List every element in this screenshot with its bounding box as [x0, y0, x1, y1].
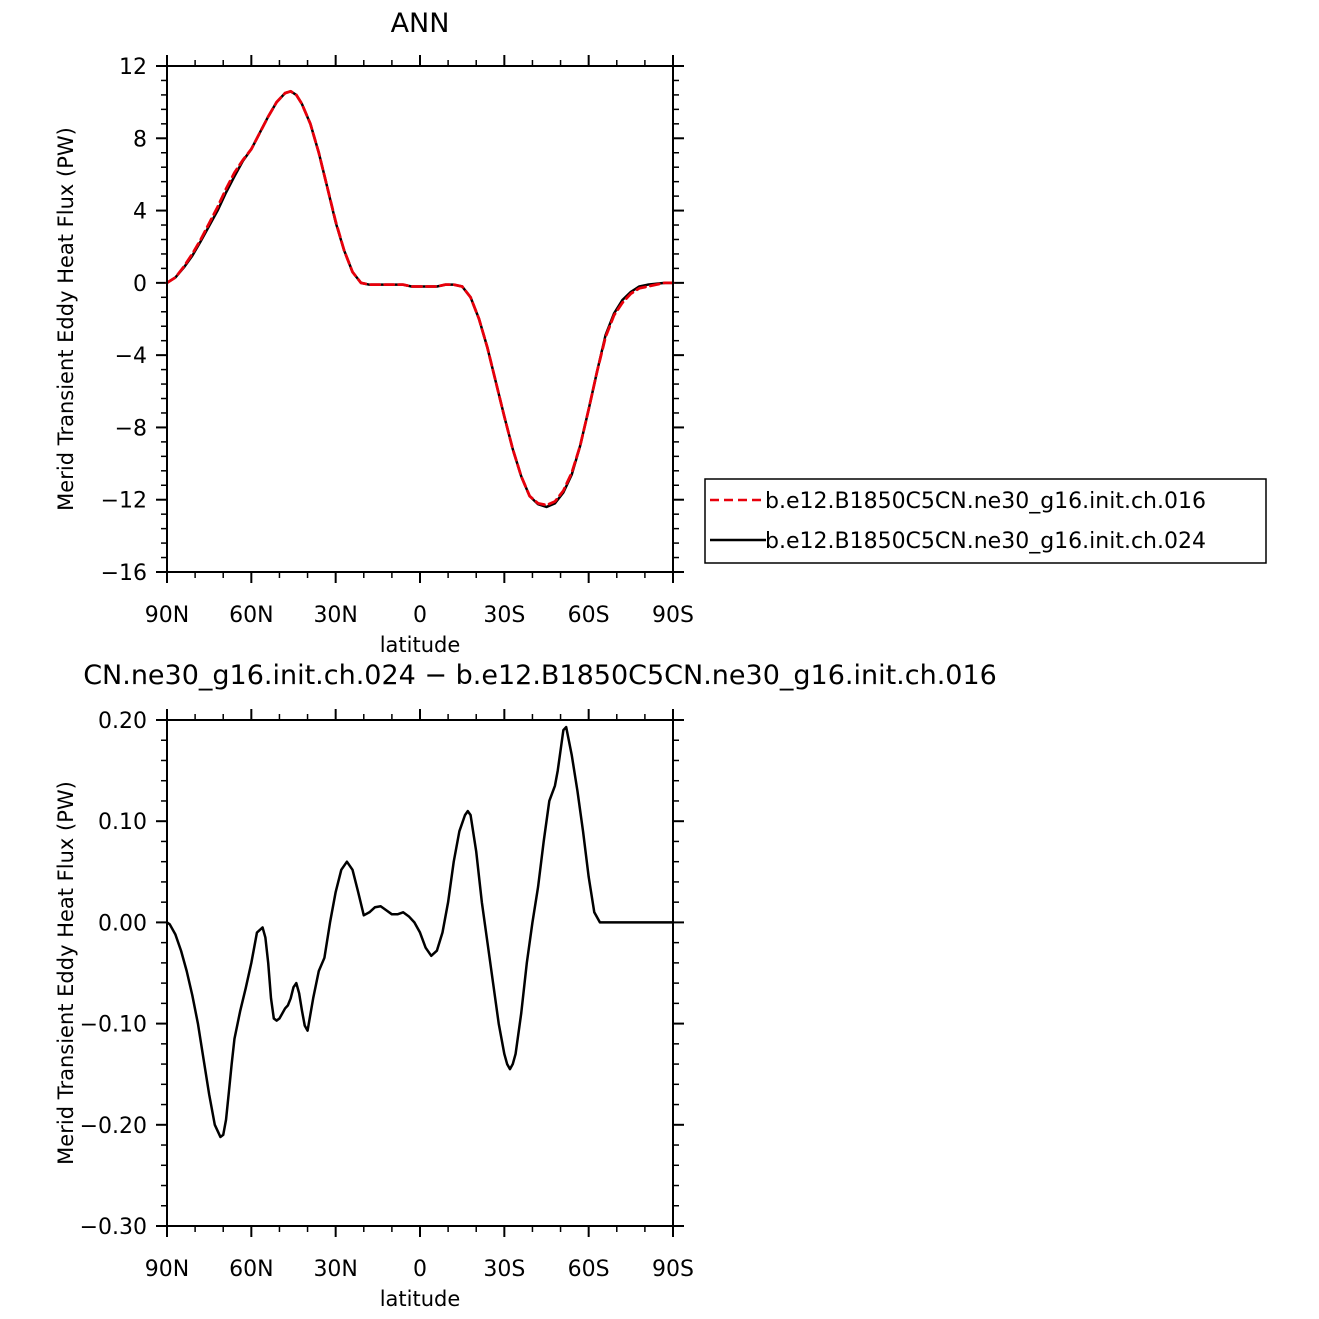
- x-tick-label: 30N: [313, 603, 357, 628]
- x-tick-label: 60N: [229, 1257, 273, 1282]
- y-tick-label: 8: [133, 127, 147, 152]
- bottom-y-axis-label: Merid Transient Eddy Heat Flux (PW): [54, 781, 78, 1165]
- x-tick-label: 30N: [313, 1257, 357, 1282]
- y-tick-label: −0.20: [80, 1114, 147, 1139]
- bottom-plot-frame: [166, 719, 674, 1227]
- y-tick-label: −0.10: [80, 1013, 147, 1038]
- legend-label-016: b.e12.B1850C5CN.ne30_g16.init.ch.016: [765, 489, 1206, 514]
- bottom-x-axis-label: latitude: [380, 1287, 461, 1311]
- y-tick-label: −16: [101, 561, 147, 586]
- legend: b.e12.B1850C5CN.ne30_g16.init.ch.016 b.e…: [704, 478, 1267, 564]
- x-tick-label: 90S: [652, 603, 694, 628]
- x-tick-label: 30S: [483, 1257, 525, 1282]
- x-tick-label: 90S: [652, 1257, 694, 1282]
- bottom-panel-title: CN.ne30_g16.init.ch.024 − b.e12.B1850C5C…: [83, 660, 997, 691]
- y-tick-label: −4: [115, 344, 147, 369]
- x-tick-label: 0: [413, 603, 427, 628]
- x-tick-label: 90N: [145, 1257, 189, 1282]
- y-tick-label: 0.10: [98, 810, 147, 835]
- y-tick-label: 4: [133, 200, 147, 225]
- series-line-dashed: [165, 89, 675, 507]
- bottom-series-lines: [165, 725, 675, 1139]
- y-tick-label: −8: [115, 416, 147, 441]
- x-tick-label: 90N: [145, 603, 189, 628]
- legend-box: [704, 478, 1267, 564]
- y-tick-label: 0.00: [98, 911, 147, 936]
- x-tick-label: 30S: [483, 603, 525, 628]
- top-series-lines: [165, 89, 675, 509]
- bottom-panel: CN.ne30_g16.init.ch.024 − b.e12.B1850C5C…: [54, 660, 997, 1311]
- top-panel-title: ANN: [391, 8, 450, 39]
- top-x-axis-label: latitude: [380, 633, 461, 657]
- y-tick-label: 0: [133, 272, 147, 297]
- y-tick-label: −12: [101, 489, 147, 514]
- top-y-axis-label: Merid Transient Eddy Heat Flux (PW): [54, 127, 78, 511]
- y-tick-label: −0.30: [80, 1215, 147, 1240]
- top-plot-frame: [166, 65, 674, 573]
- x-tick-label: 60S: [568, 603, 610, 628]
- x-tick-label: 60N: [229, 603, 273, 628]
- series-line-solid: [165, 725, 675, 1139]
- x-tick-label: 60S: [568, 1257, 610, 1282]
- legend-label-024: b.e12.B1850C5CN.ne30_g16.init.ch.024: [765, 529, 1206, 554]
- y-tick-label: 12: [119, 55, 147, 80]
- x-tick-label: 0: [413, 1257, 427, 1282]
- top-panel: ANN latitude Merid Transient Eddy Heat F…: [54, 8, 694, 657]
- y-tick-label: 0.20: [98, 709, 147, 734]
